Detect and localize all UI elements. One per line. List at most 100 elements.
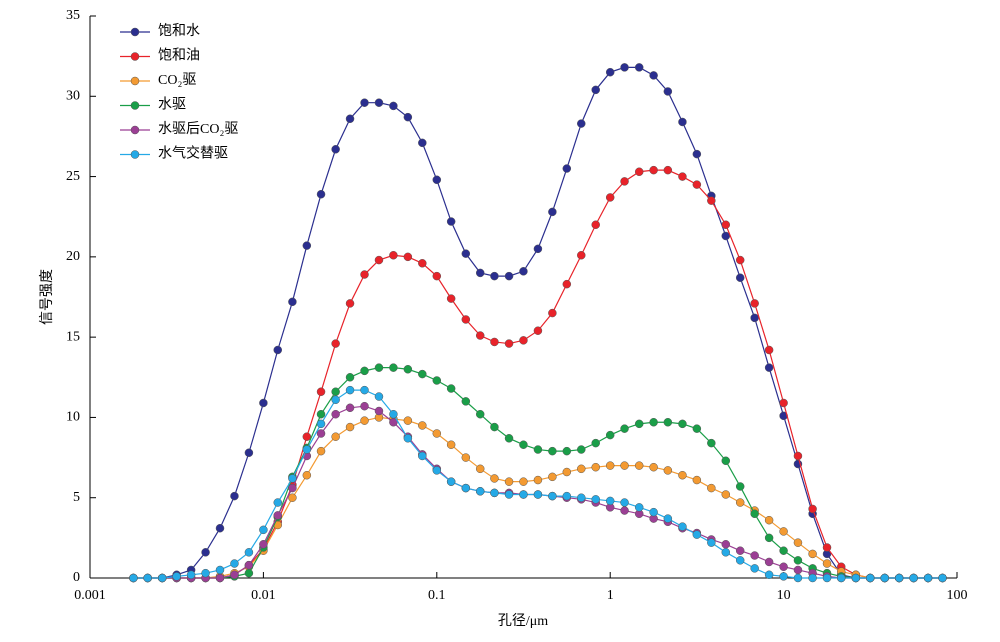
marker	[446, 384, 456, 393]
marker	[157, 573, 167, 583]
marker	[620, 506, 629, 515]
legend-marker	[130, 150, 140, 159]
marker	[504, 490, 514, 499]
marker	[316, 429, 326, 438]
marker	[779, 398, 788, 408]
marker	[605, 430, 615, 440]
marker	[519, 336, 528, 345]
marker	[403, 434, 413, 443]
x-tick-label: 0.01	[251, 588, 276, 603]
marker	[186, 570, 196, 580]
marker	[938, 573, 947, 583]
marker	[793, 451, 803, 461]
x-tick-label: 100	[947, 588, 968, 603]
marker	[721, 456, 731, 466]
marker	[735, 546, 745, 555]
marker	[374, 255, 384, 265]
marker	[678, 117, 687, 127]
marker	[215, 573, 225, 583]
marker	[836, 573, 846, 583]
marker	[620, 498, 629, 507]
marker	[360, 416, 369, 425]
marker	[678, 522, 687, 531]
series-line	[133, 169, 943, 579]
y-tick-label: 10	[66, 410, 80, 425]
legend-marker	[130, 27, 140, 37]
legend-label: 水气交替驱	[158, 145, 228, 162]
marker	[721, 548, 731, 557]
marker	[634, 167, 644, 177]
marker	[533, 244, 543, 254]
marker	[548, 446, 557, 456]
y-tick-label: 20	[66, 249, 80, 264]
marker	[779, 562, 788, 572]
marker	[172, 572, 181, 581]
series-line	[133, 367, 943, 579]
marker	[678, 470, 687, 480]
marker	[345, 299, 355, 308]
marker	[432, 376, 442, 385]
marker	[288, 493, 297, 502]
marker	[692, 530, 702, 539]
marker	[519, 267, 528, 276]
marker	[230, 559, 239, 568]
marker	[764, 515, 774, 525]
marker	[403, 416, 413, 425]
marker	[577, 251, 586, 260]
marker	[779, 546, 788, 555]
marker	[880, 573, 889, 583]
marker	[475, 487, 485, 496]
legend-marker	[130, 52, 140, 61]
marker	[678, 419, 687, 429]
marker	[764, 533, 774, 543]
marker	[475, 409, 485, 419]
marker	[519, 477, 528, 486]
legend-marker	[130, 125, 140, 135]
marker	[577, 445, 586, 454]
marker	[923, 573, 933, 583]
marker	[461, 453, 471, 462]
marker	[432, 271, 442, 281]
marker	[259, 540, 268, 549]
legend-label: 饱和油	[158, 48, 200, 64]
marker	[649, 417, 658, 427]
marker	[779, 572, 788, 581]
x-axis-label: 孔径/μm	[498, 613, 548, 629]
legend-marker	[130, 101, 140, 110]
marker	[533, 326, 543, 335]
marker	[620, 461, 629, 470]
marker	[649, 71, 658, 80]
marker	[721, 490, 731, 499]
marker	[548, 491, 557, 501]
marker	[822, 559, 832, 568]
marker	[634, 461, 644, 470]
y-tick-label: 5	[73, 490, 80, 505]
marker	[403, 252, 413, 262]
marker	[244, 560, 254, 570]
marker	[562, 467, 572, 477]
legend-label: 水驱	[158, 97, 186, 113]
marker	[446, 217, 456, 226]
marker	[302, 470, 312, 480]
marker	[577, 464, 586, 474]
marker	[519, 490, 528, 499]
marker	[475, 331, 485, 340]
marker	[822, 543, 832, 552]
marker	[591, 220, 600, 229]
marker	[562, 279, 572, 289]
marker	[490, 488, 499, 498]
marker	[490, 474, 499, 483]
marker	[273, 345, 283, 355]
legend-label: 水驱后CO₂驱	[158, 121, 238, 137]
marker	[389, 363, 398, 372]
marker	[475, 464, 485, 474]
marker	[345, 422, 355, 432]
marker	[504, 339, 514, 348]
x-tick-label: 0.1	[428, 588, 446, 603]
marker	[707, 538, 716, 547]
marker	[230, 570, 239, 580]
marker	[201, 548, 210, 557]
marker	[432, 466, 442, 475]
marker	[808, 549, 817, 559]
